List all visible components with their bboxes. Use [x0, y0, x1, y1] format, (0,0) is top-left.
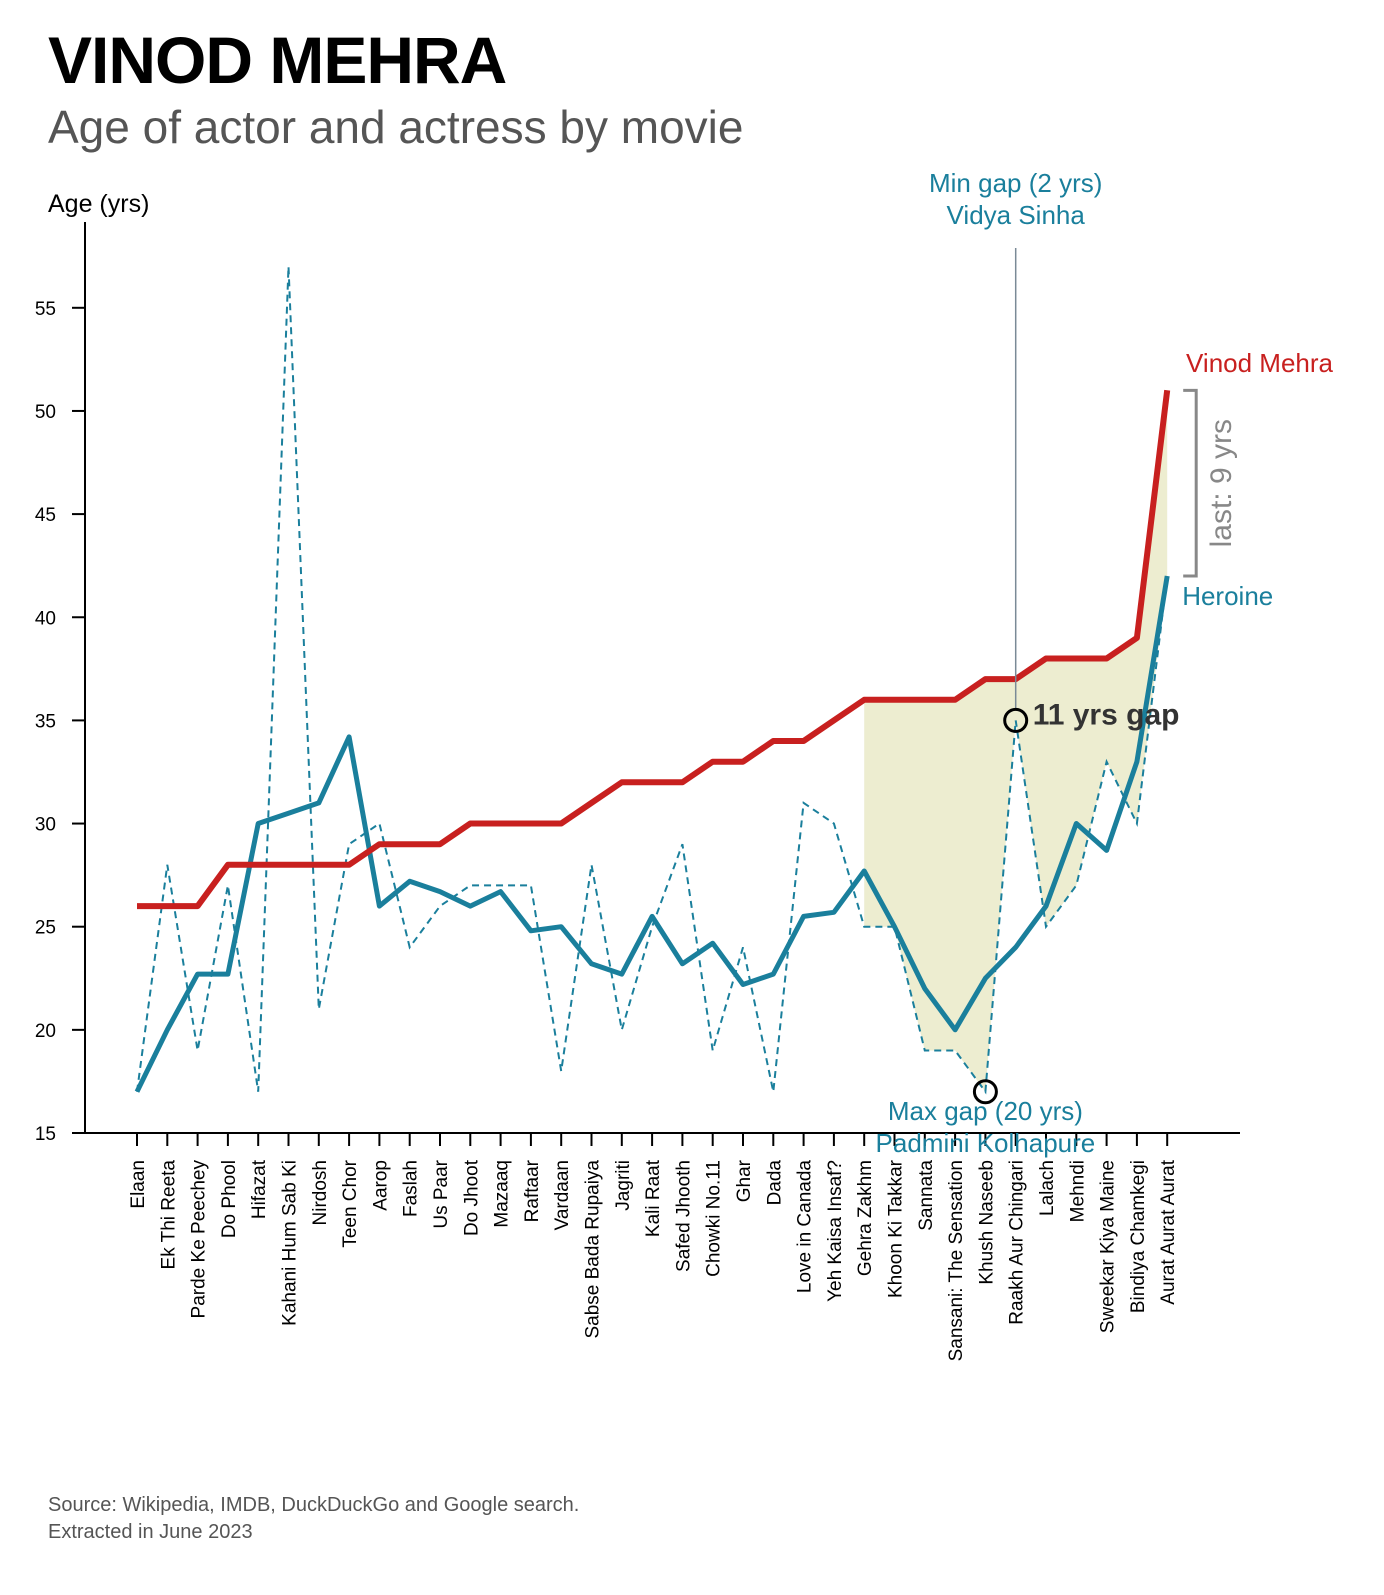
x-tick-label: Ek Thi Reeta [158, 1160, 179, 1270]
x-tick-label: Love in Canada [795, 1160, 816, 1294]
x-tick-label: Do Jhoot [461, 1159, 482, 1236]
x-tick-label: Us Paar [431, 1159, 452, 1228]
last-gap-label: last: 9 yrs [1205, 419, 1238, 547]
source-note: Source: Wikipedia, IMDB, DuckDuckGo and … [48, 1492, 579, 1546]
y-tick-label: 35 [35, 711, 56, 732]
actor-age-line [137, 389, 1171, 910]
x-tick-label: Kali Raat [643, 1159, 664, 1237]
min-gap-actress: Vidya Sinha [947, 200, 1086, 230]
x-tick-label: Gehra Zakhm [855, 1160, 876, 1276]
x-tick-label: Jagriti [613, 1160, 634, 1211]
x-tick-label: Safed Jhooth [673, 1160, 694, 1272]
y-axis-label: Age (yrs) [48, 190, 149, 218]
axes: Age (yrs) 15 20 25 30 35 40 45 50 55 Elaan Ek Thi R… [35, 190, 1240, 1361]
x-tick-label: Mazaaq [492, 1160, 513, 1228]
y-tick-label: 25 [35, 918, 56, 939]
x-tick-label: Teen Chor [340, 1159, 361, 1247]
y-tick-label: 40 [35, 608, 56, 629]
x-tick-label: Hifazat [249, 1159, 270, 1219]
x-tick-label: Yeh Kaisa Insaf? [825, 1160, 846, 1302]
y-tick-label: 20 [35, 1021, 56, 1042]
min-gap-label: Min gap (2 yrs) [929, 168, 1102, 198]
annotations: Vinod Mehra Heroine last: 9 yrs Min gap (2 … [876, 168, 1334, 1158]
gap-callout-label: 11 yrs gap [1033, 698, 1180, 731]
x-tick-label: Nirdosh [310, 1160, 331, 1225]
chart-subtitle: Age of actor and actress by movie [48, 101, 744, 153]
x-tick-label: Ghar [734, 1159, 755, 1202]
x-tick-label: Lalach [1037, 1160, 1058, 1216]
x-tick-label: Kahani Hum Sab Ki [280, 1160, 301, 1326]
x-tick-label: Bindiya Chamkegi [1128, 1160, 1149, 1313]
x-tick-label: Faslah [401, 1160, 422, 1217]
actor-series-label: Vinod Mehra [1186, 348, 1333, 378]
heroine-age-smoothed-line [134, 575, 1170, 1093]
heroine-series-label: Heroine [1182, 581, 1273, 611]
series-layer [134, 266, 1171, 1095]
y-tick-label: 30 [35, 815, 56, 836]
max-gap-actress: Padmini Kolhapure [876, 1128, 1096, 1158]
y-tick-label: 50 [35, 402, 56, 423]
x-tick-label: Sansani: The Sensation [946, 1160, 967, 1361]
x-tick-label: Vardaan [552, 1160, 573, 1230]
gap-shade-layer [864, 390, 1168, 1092]
last-gap-bracket [1183, 388, 1198, 578]
x-tick-label: Do Phool [219, 1160, 240, 1238]
x-tick-label: Sannata [916, 1160, 937, 1231]
x-tick-label: Aurat Aurat Aurat [1158, 1159, 1179, 1304]
chart-title: VINOD MEHRA [48, 23, 507, 97]
x-tick-label: Elaan [128, 1160, 149, 1209]
x-tick-label: Dada [764, 1160, 785, 1206]
x-tick-label: Aarop [370, 1160, 391, 1211]
x-tick-label: Sweekar Kiya Maine [1098, 1160, 1119, 1333]
gap-shaded-area [864, 390, 1168, 1092]
x-tick-label: Raakh Aur Chingari [1007, 1160, 1028, 1325]
x-tick-label: Sabse Bada Rupaiya [583, 1160, 604, 1339]
x-tick-label: Raftaar [522, 1159, 543, 1222]
y-tick-label: 55 [35, 299, 56, 320]
x-tick-label: Mehndi [1067, 1160, 1088, 1222]
source-line: Source: Wikipedia, IMDB, DuckDuckGo and … [48, 1494, 580, 1516]
max-gap-marker [972, 1079, 998, 1105]
min-gap-marker [1003, 707, 1029, 733]
x-tick-label: Khoon Ki Takkar [886, 1159, 907, 1298]
x-tick-label: Parde Ke Peechey [189, 1160, 210, 1319]
x-tick-label: Khush Naseeb [976, 1160, 997, 1285]
max-gap-label: Max gap (20 yrs) [888, 1096, 1083, 1126]
x-tick-label: Chowki No.11 [704, 1160, 725, 1277]
y-tick-label: 15 [35, 1124, 56, 1145]
y-tick-label: 45 [35, 505, 56, 526]
extraction-date: Extracted in June 2023 [48, 1521, 253, 1543]
